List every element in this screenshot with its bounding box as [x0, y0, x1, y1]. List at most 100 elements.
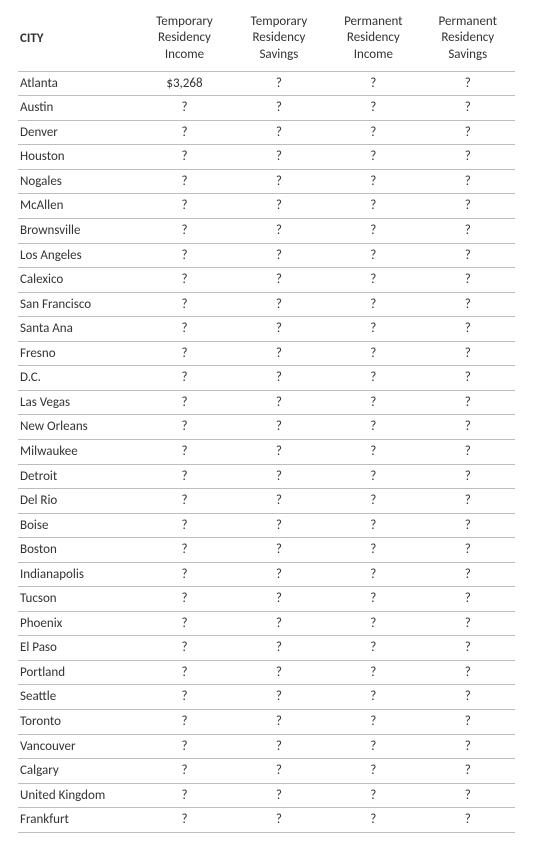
value-cell: ?: [137, 341, 231, 366]
table-row: Portland????: [18, 660, 515, 685]
value-cell: ?: [137, 734, 231, 759]
column-header-perm_savings: PermanentResidencySavings: [421, 12, 515, 71]
value-cell: ?: [421, 243, 515, 268]
value-cell: ?: [137, 611, 231, 636]
value-cell: ?: [421, 96, 515, 121]
value-cell: ?: [137, 390, 231, 415]
value-cell: ?: [137, 636, 231, 661]
header-line: Permanent: [330, 14, 416, 30]
value-cell: ?: [232, 587, 326, 612]
city-cell: Tucson: [18, 587, 137, 612]
city-cell: Las Vegas: [18, 390, 137, 415]
header-line: Residency: [425, 30, 511, 46]
city-cell: San Francisco: [18, 292, 137, 317]
city-cell: Los Angeles: [18, 243, 137, 268]
value-cell: ?: [326, 219, 420, 244]
value-cell: ?: [326, 660, 420, 685]
value-cell: ?: [421, 660, 515, 685]
value-cell: ?: [137, 562, 231, 587]
city-cell: McAllen: [18, 194, 137, 219]
column-header-temp_savings: TemporaryResidencySavings: [232, 12, 326, 71]
value-cell: ?: [421, 194, 515, 219]
city-cell: Toronto: [18, 709, 137, 734]
table-row: Houston????: [18, 145, 515, 170]
value-cell: ?: [232, 759, 326, 784]
city-cell: Atlanta: [18, 71, 137, 96]
value-cell: ?: [326, 489, 420, 514]
table-row: Boise????: [18, 513, 515, 538]
header-line: Income: [330, 47, 416, 63]
city-cell: Fresno: [18, 341, 137, 366]
city-cell: Boston: [18, 538, 137, 563]
value-cell: ?: [232, 783, 326, 808]
value-cell: ?: [137, 219, 231, 244]
value-cell: ?: [326, 194, 420, 219]
city-cell: Detroit: [18, 464, 137, 489]
table-row: Detroit????: [18, 464, 515, 489]
value-cell: ?: [232, 685, 326, 710]
header-line: Savings: [425, 47, 511, 63]
value-cell: ?: [421, 341, 515, 366]
city-cell: Nogales: [18, 169, 137, 194]
value-cell: ?: [137, 194, 231, 219]
value-cell: ?: [421, 366, 515, 391]
table-row: Denver????: [18, 120, 515, 145]
value-cell: ?: [232, 513, 326, 538]
column-header-temp_income: TemporaryResidencyIncome: [137, 12, 231, 71]
value-cell: ?: [137, 292, 231, 317]
table-row: Santa Ana????: [18, 317, 515, 342]
value-cell: ?: [326, 341, 420, 366]
value-cell: ?: [326, 513, 420, 538]
value-cell: ?: [421, 415, 515, 440]
header-line: Temporary: [236, 14, 322, 30]
value-cell: ?: [232, 292, 326, 317]
value-cell: ?: [421, 587, 515, 612]
value-cell: ?: [232, 636, 326, 661]
table-row: Phoenix????: [18, 611, 515, 636]
city-cell: Milwaukee: [18, 439, 137, 464]
value-cell: ?: [326, 292, 420, 317]
table-row: El Paso????: [18, 636, 515, 661]
value-cell: ?: [232, 611, 326, 636]
value-cell: ?: [421, 439, 515, 464]
value-cell: ?: [326, 587, 420, 612]
residency-table: CITYTemporaryResidencyIncomeTemporaryRes…: [18, 12, 515, 833]
value-cell: ?: [232, 169, 326, 194]
value-cell: ?: [326, 120, 420, 145]
value-cell: ?: [326, 366, 420, 391]
value-cell: ?: [326, 268, 420, 293]
value-cell: ?: [326, 464, 420, 489]
value-cell: ?: [421, 513, 515, 538]
value-cell: ?: [232, 145, 326, 170]
value-cell: ?: [421, 464, 515, 489]
value-cell: ?: [421, 636, 515, 661]
city-cell: Del Rio: [18, 489, 137, 514]
value-cell: ?: [232, 415, 326, 440]
value-cell: ?: [421, 709, 515, 734]
value-cell: ?: [137, 243, 231, 268]
value-cell: ?: [326, 243, 420, 268]
value-cell: ?: [421, 219, 515, 244]
value-cell: ?: [232, 366, 326, 391]
table-row: Brownsville????: [18, 219, 515, 244]
value-cell: ?: [137, 513, 231, 538]
table-row: Vancouver????: [18, 734, 515, 759]
value-cell: ?: [137, 169, 231, 194]
table-row: Calexico????: [18, 268, 515, 293]
value-cell: ?: [326, 685, 420, 710]
header-line: Savings: [236, 47, 322, 63]
value-cell: ?: [421, 562, 515, 587]
value-cell: ?: [137, 783, 231, 808]
value-cell: ?: [326, 169, 420, 194]
value-cell: ?: [137, 759, 231, 784]
value-cell: ?: [137, 489, 231, 514]
value-cell: ?: [137, 120, 231, 145]
value-cell: ?: [232, 317, 326, 342]
header-line: Residency: [141, 30, 227, 46]
value-cell: ?: [137, 587, 231, 612]
city-cell: El Paso: [18, 636, 137, 661]
table-row: Fresno????: [18, 341, 515, 366]
table-header: CITYTemporaryResidencyIncomeTemporaryRes…: [18, 12, 515, 71]
city-cell: New Orleans: [18, 415, 137, 440]
value-cell: ?: [137, 439, 231, 464]
